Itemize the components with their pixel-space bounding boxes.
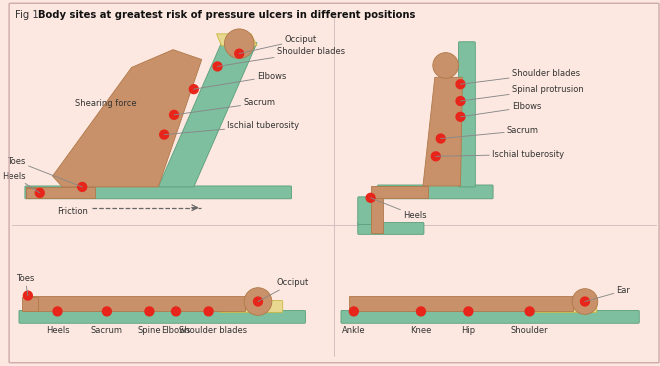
Circle shape: [235, 49, 244, 58]
Text: Ischial tuberosity: Ischial tuberosity: [164, 121, 300, 135]
Text: Shoulder blades: Shoulder blades: [461, 69, 580, 84]
Circle shape: [172, 307, 180, 316]
Circle shape: [433, 53, 459, 78]
Polygon shape: [349, 296, 573, 311]
Text: Knee: Knee: [411, 326, 432, 335]
Circle shape: [253, 297, 263, 306]
Polygon shape: [158, 43, 257, 187]
FancyBboxPatch shape: [378, 185, 493, 199]
Circle shape: [35, 188, 44, 197]
Text: Occiput: Occiput: [258, 278, 309, 302]
FancyBboxPatch shape: [19, 310, 306, 323]
Text: Ischial tuberosity: Ischial tuberosity: [436, 150, 564, 159]
Circle shape: [581, 297, 589, 306]
Circle shape: [456, 97, 465, 105]
Circle shape: [145, 307, 154, 316]
Circle shape: [78, 183, 86, 191]
Circle shape: [102, 307, 112, 316]
Circle shape: [432, 152, 440, 161]
Circle shape: [349, 307, 358, 316]
Circle shape: [204, 307, 213, 316]
Circle shape: [244, 288, 272, 315]
Text: Elbows: Elbows: [194, 72, 286, 89]
Text: Hip: Hip: [461, 326, 475, 335]
Circle shape: [416, 307, 426, 316]
Text: Ankle: Ankle: [342, 326, 366, 335]
Circle shape: [160, 130, 168, 139]
Polygon shape: [26, 187, 95, 198]
FancyBboxPatch shape: [358, 223, 424, 234]
Text: Toes: Toes: [7, 157, 83, 187]
Polygon shape: [26, 188, 42, 198]
Text: Fig 1.: Fig 1.: [15, 10, 45, 20]
Circle shape: [224, 29, 254, 59]
Text: Sacrum: Sacrum: [174, 98, 275, 115]
Circle shape: [436, 134, 446, 143]
Text: Heels: Heels: [2, 172, 40, 193]
Text: Sacrum: Sacrum: [441, 126, 539, 139]
Polygon shape: [53, 50, 202, 187]
Text: Elbows: Elbows: [461, 102, 541, 117]
Text: Ear: Ear: [585, 286, 630, 302]
Text: Toes: Toes: [16, 274, 34, 296]
Text: Sacrum: Sacrum: [91, 326, 123, 335]
Circle shape: [464, 307, 473, 316]
Text: Shoulder blades: Shoulder blades: [180, 326, 248, 335]
Circle shape: [170, 111, 178, 119]
Text: Heels: Heels: [46, 326, 69, 335]
Circle shape: [366, 193, 375, 202]
Polygon shape: [22, 296, 38, 311]
FancyBboxPatch shape: [25, 186, 292, 199]
Circle shape: [23, 291, 32, 300]
Polygon shape: [26, 296, 245, 311]
Polygon shape: [216, 34, 257, 46]
FancyBboxPatch shape: [535, 300, 597, 313]
Polygon shape: [423, 77, 463, 186]
Text: Friction: Friction: [57, 207, 88, 216]
Circle shape: [525, 307, 534, 316]
Circle shape: [456, 112, 465, 121]
Circle shape: [189, 85, 198, 94]
Text: Occiput: Occiput: [239, 35, 317, 53]
Text: Shoulder: Shoulder: [511, 326, 548, 335]
Text: Spine: Spine: [137, 326, 161, 335]
Polygon shape: [371, 198, 383, 234]
Text: Heels: Heels: [371, 198, 427, 220]
Circle shape: [456, 80, 465, 89]
FancyBboxPatch shape: [358, 197, 372, 224]
FancyBboxPatch shape: [220, 300, 282, 313]
Text: Body sites at greatest risk of pressure ulcers in different positions: Body sites at greatest risk of pressure …: [38, 10, 415, 20]
FancyBboxPatch shape: [459, 42, 475, 187]
Circle shape: [572, 289, 598, 314]
Circle shape: [213, 62, 222, 71]
Polygon shape: [371, 186, 428, 198]
Circle shape: [53, 307, 62, 316]
Text: Shoulder blades: Shoulder blades: [218, 47, 345, 67]
Text: Spinal protrusion: Spinal protrusion: [461, 85, 583, 101]
Text: Shearing force: Shearing force: [75, 100, 137, 108]
Text: Elbows: Elbows: [161, 326, 191, 335]
FancyBboxPatch shape: [341, 310, 640, 323]
